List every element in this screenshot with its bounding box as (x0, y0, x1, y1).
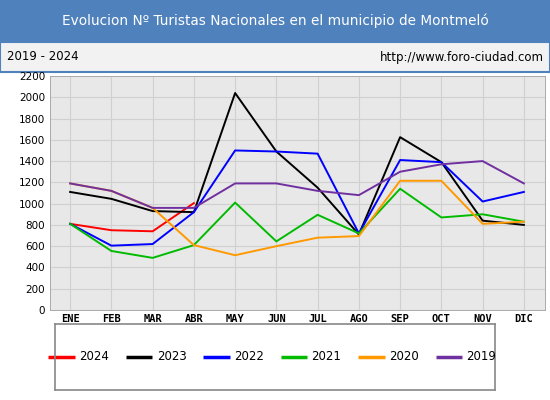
Text: 2024: 2024 (79, 350, 109, 364)
Text: http://www.foro-ciudad.com: http://www.foro-ciudad.com (379, 50, 543, 64)
Text: Evolucion Nº Turistas Nacionales en el municipio de Montmeló: Evolucion Nº Turistas Nacionales en el m… (62, 14, 488, 28)
Text: 2022: 2022 (234, 350, 264, 364)
Text: 2023: 2023 (157, 350, 186, 364)
Text: 2019: 2019 (466, 350, 496, 364)
Text: 2021: 2021 (311, 350, 342, 364)
Text: 2020: 2020 (389, 350, 419, 364)
Text: 2019 - 2024: 2019 - 2024 (7, 50, 78, 64)
